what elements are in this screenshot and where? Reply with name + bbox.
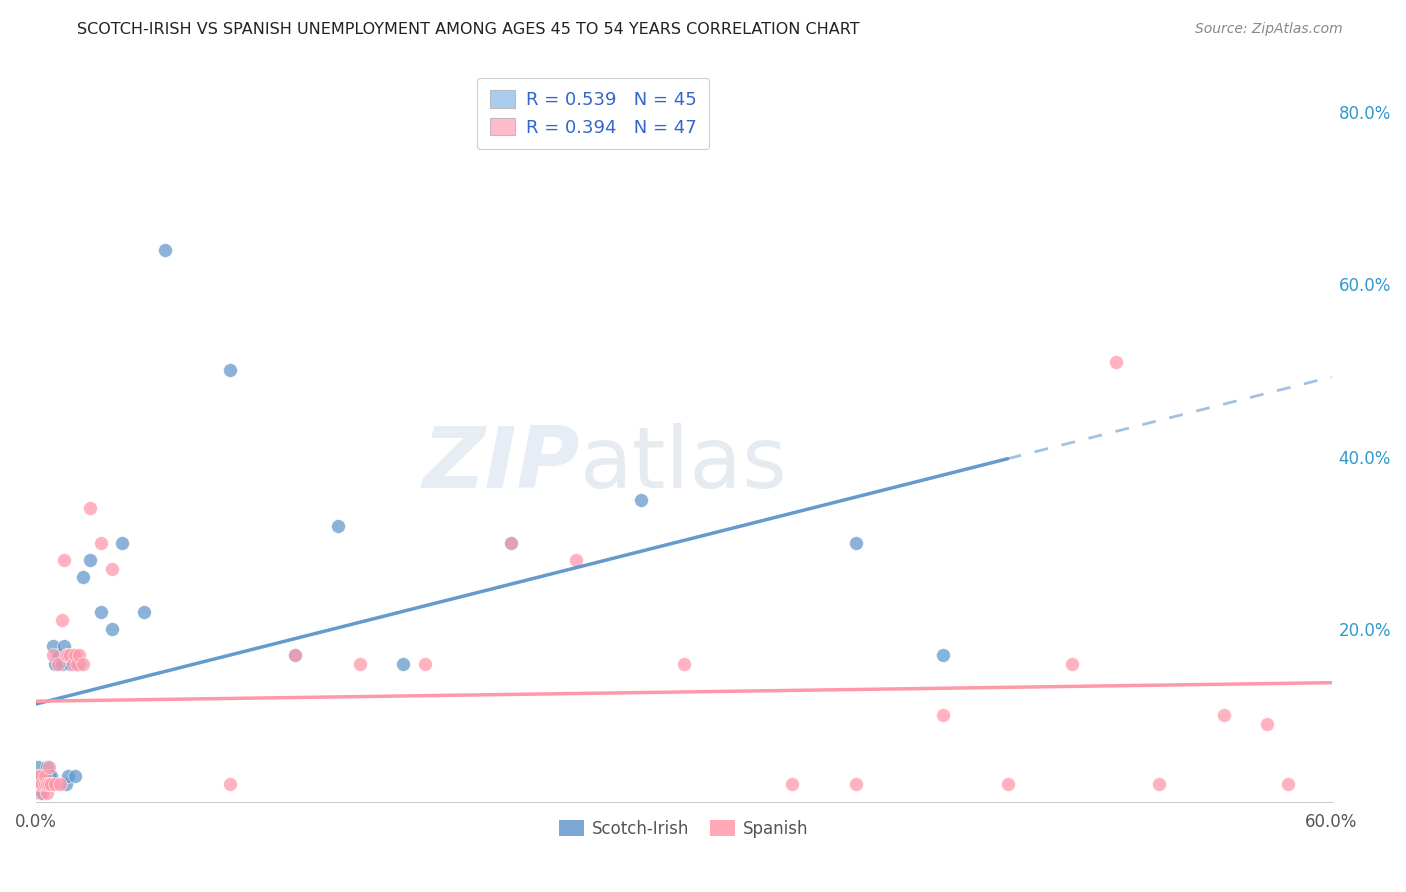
Point <box>27 777 49 791</box>
Point <box>30 769 52 783</box>
Point <box>1212 708 1234 723</box>
Point <box>79 553 101 567</box>
Point <box>30 777 52 791</box>
Point <box>48 648 70 662</box>
Point <box>38 760 60 774</box>
Point <box>100 562 122 576</box>
Point <box>90 605 112 619</box>
Text: ZIP: ZIP <box>422 423 581 506</box>
Point <box>34 769 56 783</box>
Point <box>780 777 803 791</box>
Legend: Scotch-Irish, Spanish: Scotch-Irish, Spanish <box>553 814 815 845</box>
Point <box>67 648 90 662</box>
Point <box>58 769 80 783</box>
Point <box>51 614 73 628</box>
Text: SCOTCH-IRISH VS SPANISH UNEMPLOYMENT AMONG AGES 45 TO 54 YEARS CORRELATION CHART: SCOTCH-IRISH VS SPANISH UNEMPLOYMENT AMO… <box>77 22 860 37</box>
Point <box>53 553 76 567</box>
Point <box>1256 717 1278 731</box>
Point <box>565 553 588 567</box>
Point <box>67 657 90 671</box>
Point <box>31 777 53 791</box>
Point <box>90 536 112 550</box>
Point <box>38 769 60 783</box>
Point <box>932 708 955 723</box>
Point <box>39 777 62 791</box>
Point <box>34 777 56 791</box>
Point <box>997 777 1019 791</box>
Point <box>79 501 101 516</box>
Text: Source: ZipAtlas.com: Source: ZipAtlas.com <box>1195 22 1343 37</box>
Point <box>44 777 66 791</box>
Point <box>59 657 82 671</box>
Point <box>328 518 350 533</box>
Point <box>1277 777 1299 791</box>
Point <box>35 777 58 791</box>
Point <box>62 657 84 671</box>
Point <box>38 777 60 791</box>
Point <box>1062 657 1084 671</box>
Point <box>46 657 69 671</box>
Point <box>72 570 94 584</box>
Point <box>31 786 53 800</box>
Point <box>63 769 86 783</box>
Point <box>27 769 49 783</box>
Point <box>48 777 70 791</box>
Point <box>219 777 242 791</box>
Point <box>132 605 155 619</box>
Point <box>53 640 76 654</box>
Point <box>672 657 695 671</box>
Point <box>46 648 69 662</box>
Point <box>413 657 436 671</box>
Point <box>30 777 52 791</box>
Point <box>63 648 86 662</box>
Point <box>39 769 62 783</box>
Text: atlas: atlas <box>581 423 789 506</box>
Point <box>58 648 80 662</box>
Point <box>34 777 56 791</box>
Point <box>27 760 49 774</box>
Point <box>845 536 868 550</box>
Point <box>1147 777 1170 791</box>
Point <box>72 657 94 671</box>
Point <box>31 769 53 783</box>
Point <box>284 648 307 662</box>
Point <box>42 648 65 662</box>
Point <box>38 777 60 791</box>
Point <box>1104 355 1126 369</box>
Point <box>42 640 65 654</box>
Point <box>30 769 52 783</box>
Point <box>51 657 73 671</box>
Point <box>392 657 415 671</box>
Point <box>219 363 242 377</box>
Point <box>27 769 49 783</box>
Point <box>55 648 77 662</box>
Point <box>499 536 522 550</box>
Point <box>39 777 62 791</box>
Point <box>27 777 49 791</box>
Point <box>55 777 77 791</box>
Point <box>845 777 868 791</box>
Point <box>100 622 122 636</box>
Point <box>44 657 66 671</box>
Point <box>630 492 652 507</box>
Point <box>31 786 53 800</box>
Point <box>499 536 522 550</box>
Point <box>932 648 955 662</box>
Point <box>31 777 53 791</box>
Point <box>35 777 58 791</box>
Point <box>155 243 177 257</box>
Point <box>35 760 58 774</box>
Point <box>66 657 89 671</box>
Point <box>111 536 134 550</box>
Point <box>284 648 307 662</box>
Point <box>349 657 371 671</box>
Point <box>66 657 89 671</box>
Point <box>62 648 84 662</box>
Point <box>35 786 58 800</box>
Point <box>59 648 82 662</box>
Point <box>30 786 52 800</box>
Point <box>34 769 56 783</box>
